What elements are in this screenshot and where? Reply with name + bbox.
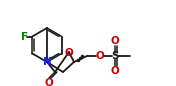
Text: F: F <box>21 31 28 42</box>
Text: O: O <box>111 66 119 76</box>
Text: O: O <box>111 36 119 46</box>
Text: O: O <box>65 48 73 58</box>
Text: N: N <box>43 57 51 67</box>
Text: O: O <box>96 51 104 61</box>
Text: S: S <box>111 51 119 61</box>
Text: O: O <box>45 78 53 86</box>
